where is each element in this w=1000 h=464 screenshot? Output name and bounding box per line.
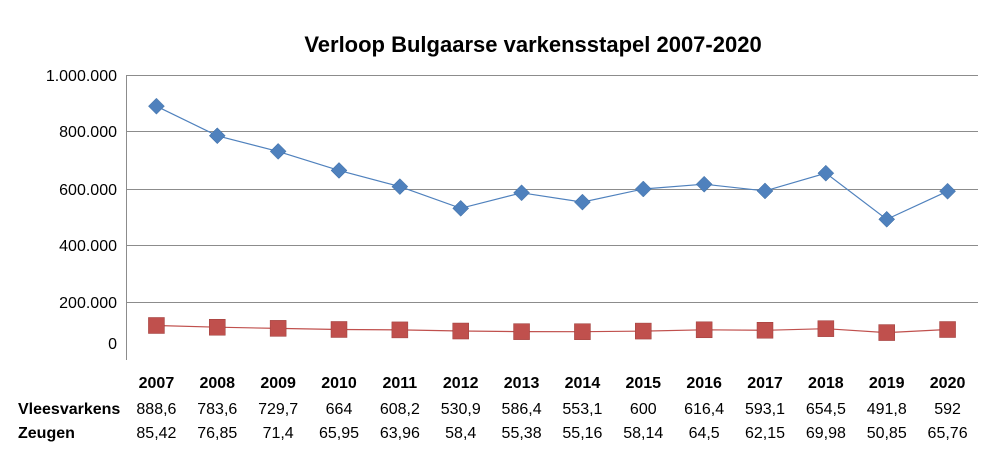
x-tick-label: 2010 — [321, 375, 357, 392]
data-point-zeugen — [635, 322, 652, 340]
data-point-vleesvarkens — [330, 162, 348, 179]
series-line-vleesvarkens — [156, 105, 948, 220]
y-tick-label: 800.000 — [59, 124, 117, 141]
data-point-vleesvarkens — [695, 175, 713, 193]
y-tick-label: 0 — [108, 336, 117, 353]
table-cell: 55,38 — [502, 425, 542, 442]
y-tick-label: 600.000 — [59, 182, 117, 199]
x-tick-label: 2017 — [747, 375, 783, 392]
table-cell: 593,1 — [745, 401, 785, 418]
table-cell: 729,7 — [258, 401, 298, 418]
table-cell: 888,6 — [136, 401, 176, 418]
table-cell: 69,98 — [806, 425, 846, 442]
table-cell: 608,2 — [380, 401, 420, 418]
x-tick-label: 2009 — [260, 375, 296, 392]
series-lines — [156, 105, 948, 334]
gridlines — [126, 75, 978, 360]
table-cell: 592 — [934, 401, 961, 418]
data-point-vleesvarkens — [574, 193, 591, 211]
x-tick-label: 2011 — [382, 375, 417, 392]
x-tick-label: 2015 — [625, 375, 661, 392]
table-cell: 664 — [326, 401, 353, 418]
table-cell: 64,5 — [689, 425, 720, 442]
table-row-label: Vleesvarkens — [18, 401, 120, 418]
data-table: 2007 2008 2009 2010 2011 2012 2013 2014 2015 2016… — [18, 375, 968, 442]
data-point-zeugen — [513, 323, 530, 340]
table-cell: 65,76 — [928, 425, 968, 442]
data-point-zeugen — [330, 321, 348, 338]
x-tick-label: 2007 — [139, 375, 175, 392]
data-point-zeugen — [878, 324, 895, 341]
table-cell: 71,4 — [263, 425, 294, 442]
series-line-zeugen — [156, 324, 948, 334]
table-cell: 491,8 — [867, 401, 907, 418]
table-cell: 76,85 — [197, 425, 237, 442]
table-cell: 530,9 — [441, 401, 481, 418]
table-cell: 58,4 — [445, 425, 476, 442]
data-point-vleesvarkens — [878, 210, 896, 228]
table-cell: 553,1 — [562, 401, 602, 418]
data-point-zeugen — [695, 321, 713, 339]
table-cell: 50,85 — [867, 425, 907, 442]
table-cell: 63,96 — [380, 425, 420, 442]
chart-title: Verloop Bulgaarse varkensstapel 2007-202… — [304, 32, 761, 57]
table-cell: 65,95 — [319, 425, 359, 442]
table-cell: 616,4 — [684, 401, 724, 418]
table-cell: 586,4 — [502, 401, 542, 418]
x-tick-label: 2018 — [808, 375, 844, 392]
data-point-vleesvarkens — [634, 180, 652, 198]
data-point-vleesvarkens — [208, 127, 226, 145]
x-tick-label: 2008 — [199, 375, 235, 392]
x-tick-label: 2013 — [504, 375, 540, 392]
table-cell: 600 — [630, 401, 657, 418]
table-cell: 783,6 — [197, 401, 237, 418]
data-point-zeugen — [574, 323, 591, 340]
table-cell: 58,14 — [623, 425, 663, 442]
data-point-zeugen — [209, 318, 226, 336]
data-point-vleesvarkens — [817, 164, 835, 182]
x-tick-label: 2020 — [930, 375, 966, 392]
x-tick-label: 2019 — [869, 375, 905, 392]
y-tick-label: 400.000 — [59, 238, 117, 255]
table-cell: 62,15 — [745, 425, 785, 442]
table-cell: 55,16 — [562, 425, 602, 442]
data-point-vleesvarkens — [148, 97, 165, 115]
table-row-label: Zeugen — [18, 425, 75, 442]
x-tick-label: 2016 — [686, 375, 722, 392]
data-point-vleesvarkens — [452, 199, 470, 217]
data-point-zeugen — [391, 321, 409, 339]
data-point-zeugen — [148, 317, 165, 334]
data-point-vleesvarkens — [939, 182, 956, 200]
data-point-vleesvarkens — [269, 143, 287, 160]
data-point-zeugen — [817, 320, 835, 337]
y-tick-label: 1.000.000 — [46, 68, 117, 85]
table-cell: 85,42 — [136, 425, 176, 442]
y-tick-label: 200.000 — [59, 295, 117, 312]
data-point-zeugen — [269, 320, 287, 337]
x-tick-label: 2014 — [565, 375, 601, 392]
data-point-zeugen — [756, 322, 774, 339]
data-point-vleesvarkens — [756, 182, 774, 200]
y-axis-tick-labels: 1.000.000 800.000 600.000 400.000 200.000 0 — [46, 68, 117, 353]
data-point-vleesvarkens — [391, 178, 409, 195]
data-point-vleesvarkens — [513, 184, 530, 202]
data-point-zeugen — [452, 322, 469, 340]
table-cell: 654,5 — [806, 401, 846, 418]
series-markers — [148, 97, 956, 341]
x-tick-label: 2012 — [443, 375, 479, 392]
data-point-zeugen — [939, 321, 956, 338]
